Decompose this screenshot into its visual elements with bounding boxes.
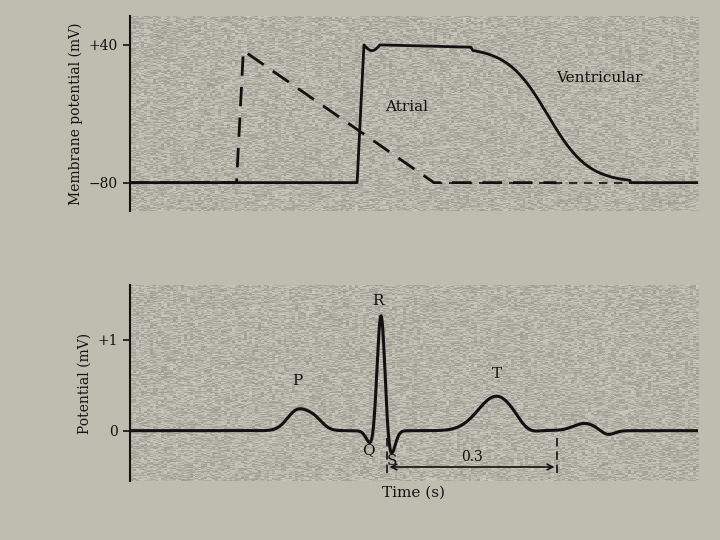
Y-axis label: Potential (mV): Potential (mV) bbox=[78, 333, 91, 434]
Y-axis label: Membrane potential (mV): Membrane potential (mV) bbox=[68, 23, 83, 205]
Text: R: R bbox=[372, 294, 383, 308]
Text: Q: Q bbox=[362, 443, 375, 457]
Text: Ventricular: Ventricular bbox=[556, 71, 643, 85]
Text: P: P bbox=[292, 374, 302, 388]
X-axis label: Time (s): Time (s) bbox=[382, 486, 446, 500]
Text: S: S bbox=[387, 454, 397, 468]
Text: T: T bbox=[492, 367, 502, 381]
Text: Atrial: Atrial bbox=[386, 100, 428, 114]
Text: 0.3: 0.3 bbox=[461, 450, 483, 464]
